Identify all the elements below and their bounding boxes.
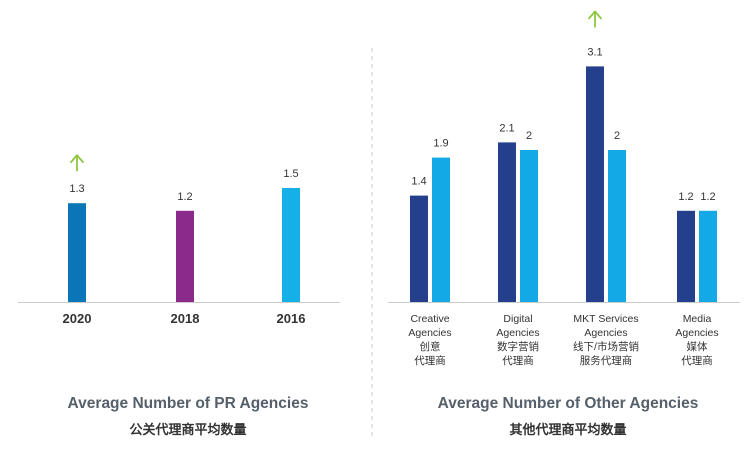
other-data-label: 1.2 [700,191,715,203]
other-tick-label: Agencies [584,327,627,339]
pr-bar-2016 [282,188,300,302]
other-data-label: 1.9 [433,138,448,150]
other-bar [498,142,516,302]
increase-arrow-icon [70,154,84,172]
other-bar [677,210,695,302]
increase-arrow-icon [588,10,602,28]
pr-tick-label: 2018 [171,311,200,326]
other-tick-label: Digital [503,313,532,325]
other-tick-label: 代理商 [502,354,534,367]
other-tick-label: Agencies [496,327,539,339]
other-data-label: 1.4 [411,176,426,188]
other-bar [410,195,428,302]
other-bar [432,157,450,302]
pr-bar-2018 [176,210,194,302]
other-tick-label: 创意 [420,340,441,353]
other-chart-title: Average Number of Other Agencies [437,395,699,412]
other-bar [608,150,626,302]
pr-data-label: 1.2 [177,191,192,203]
pr-data-label: 1.5 [283,168,298,180]
pr-chart-subtitle: 公关代理商平均数量 [129,422,247,437]
other-data-label: 1.2 [678,191,693,203]
pr-bar-2020 [68,203,86,302]
pr-data-label: 1.3 [69,183,84,195]
other-tick-label: 数字营销 [497,340,539,353]
other-tick-label: Agencies [675,327,718,339]
other-tick-label: 代理商 [681,354,713,367]
other-tick-label: 服务代理商 [580,354,633,367]
other-data-label: 3.1 [587,46,602,58]
pr-tick-label: 2020 [63,311,92,326]
pr-tick-label: 2016 [277,311,306,326]
other-bar [520,150,538,302]
other-tick-label: 线下/市场营销 [573,340,639,353]
other-tick-label: Media [683,313,712,325]
other-bar [586,66,604,303]
other-tick-label: Agencies [408,327,451,339]
other-chart-subtitle: 其他代理商平均数量 [509,422,627,437]
other-tick-label: 代理商 [414,354,446,367]
pr-chart-title: Average Number of PR Agencies [67,395,309,412]
other-tick-label: Creative [410,313,449,325]
other-data-label: 2.1 [499,122,514,134]
other-bar [699,210,717,302]
other-tick-label: 媒体 [687,340,708,353]
other-data-label: 2 [526,130,532,142]
other-data-label: 2 [614,130,620,142]
other-tick-label: MKT Services [573,313,638,325]
